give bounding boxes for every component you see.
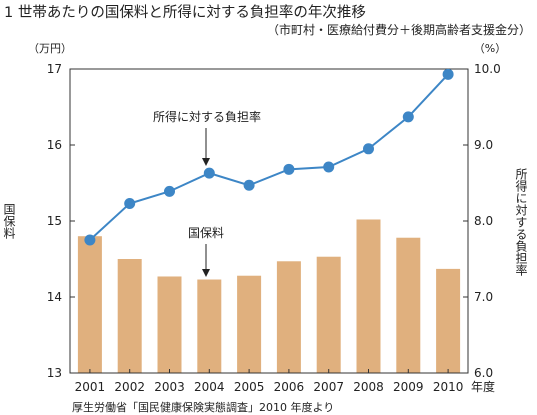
bar-2007	[316, 256, 341, 373]
point-2004	[203, 167, 215, 179]
x-axis-suffix: 年度	[471, 379, 495, 394]
x-tick-label: 2006	[274, 380, 305, 394]
burden-rate-line	[89, 73, 449, 241]
point-2008	[363, 143, 374, 155]
axes: 13 14 15 16 17 6.0 7.0 8.0 9.0 10.0 2001 2002 2003 20…	[47, 62, 501, 394]
bar-2008	[356, 219, 381, 373]
right-tick-label: 6.0	[474, 366, 493, 380]
point-2006	[283, 163, 295, 175]
bar-2010	[436, 268, 461, 373]
x-tick-label: 2007	[313, 380, 344, 394]
source-note: 厚生労働省「国民健康保険実態調査」2010 年度より	[72, 401, 335, 414]
point-2003	[164, 185, 175, 197]
x-tick-label: 2010	[433, 380, 464, 394]
chart-subtitle: （市町村・医療給付費分＋後期高齢者支援金分）	[266, 23, 531, 37]
bar-2002	[117, 259, 142, 373]
x-tick-label: 2001	[75, 380, 106, 394]
right-tick-label: 7.0	[474, 290, 493, 304]
line-series	[84, 68, 454, 246]
left-tick-label: 14	[47, 290, 62, 304]
line-annotation-label: 所得に対する負担率	[153, 109, 261, 124]
bar-2003	[157, 276, 182, 373]
bar-annotation-arrow	[202, 244, 210, 277]
bar-2009	[396, 237, 421, 373]
bar-series	[77, 219, 461, 373]
point-2009	[402, 111, 414, 123]
point-2005	[243, 179, 255, 191]
left-tick-label: 16	[47, 138, 62, 152]
right-tick-label: 9.0	[474, 138, 493, 152]
left-tick-label: 15	[47, 214, 62, 228]
bar-2006	[276, 261, 301, 373]
x-tick-label: 2008	[353, 380, 384, 394]
x-tick-label: 2005	[234, 380, 265, 394]
point-2001	[84, 234, 96, 246]
right-axis-label: 所得に対する負担率	[514, 168, 528, 276]
point-2010	[442, 68, 454, 80]
point-2007	[323, 161, 335, 173]
bar-2005	[237, 275, 262, 373]
right-axis-unit: （%）	[474, 42, 506, 55]
right-tick-label: 10.0	[474, 62, 501, 76]
x-tick-label: 2004	[194, 380, 225, 394]
left-tick-label: 13	[47, 366, 62, 380]
left-axis-label: 国保料	[2, 203, 16, 239]
x-tick-label: 2009	[393, 380, 424, 394]
left-axis-unit: （万円）	[28, 42, 72, 55]
chart-title: 1 世帯あたりの国保料と所得に対する負担率の年次推移	[4, 5, 366, 21]
bar-2001	[77, 236, 102, 373]
right-tick-label: 8.0	[474, 214, 493, 228]
x-tick-label: 2003	[154, 380, 185, 394]
x-tick-label: 2002	[114, 380, 145, 394]
bar-annotation-label: 国保料	[188, 226, 224, 240]
point-2002	[124, 198, 136, 210]
bar-2004	[197, 279, 222, 373]
left-tick-label: 17	[47, 62, 62, 76]
line-annotation-arrow	[202, 128, 210, 166]
